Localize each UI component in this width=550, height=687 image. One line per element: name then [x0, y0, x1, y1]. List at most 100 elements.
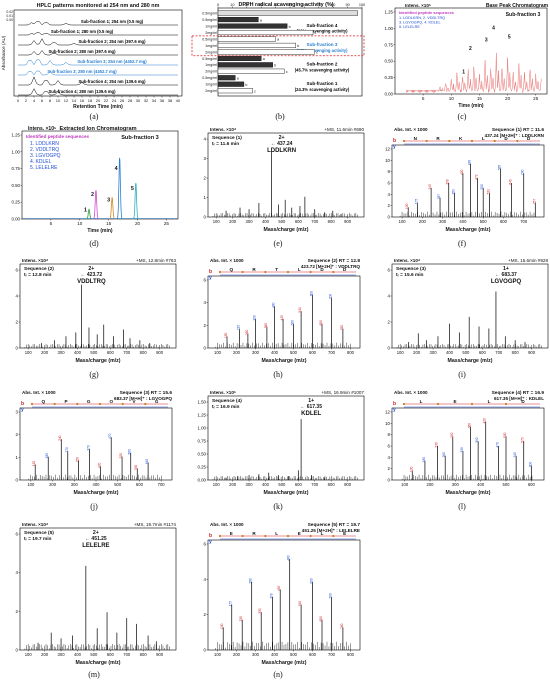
fragment-mz-label: 330: [446, 179, 450, 185]
scan-label: +MS, 16.9min #1007: [321, 390, 364, 395]
fragment-mz-label: 700: [329, 294, 333, 300]
dpph-bar: [217, 75, 236, 81]
fragment-mz-label: 540: [298, 601, 302, 607]
x-tick-label: 700: [158, 482, 166, 487]
y-tick-label: 0.01: [6, 14, 13, 18]
peptide-label: LELELRE: [82, 543, 109, 549]
y-tick-label: 0: [204, 215, 207, 220]
trace-label: Sub-fraction 4; 280 nm (139.6 mg): [48, 89, 116, 94]
x-tick-label: 700: [328, 652, 336, 657]
fragment-mz-label: 757: [532, 199, 536, 205]
x-tick-label: 500: [462, 350, 470, 355]
precursor-mz: ← 437.24: [271, 141, 293, 147]
fragment-mz-label: 270: [65, 447, 69, 453]
cleavage-marker: [470, 139, 474, 143]
hplc-trace: [18, 88, 178, 96]
dpph-bar: [217, 23, 288, 29]
intensity-label: Intens. ×10⁴: [394, 258, 421, 263]
x-tick-label: 14: [72, 98, 77, 103]
y-ion-marker: y: [393, 407, 396, 413]
bar-significance: a: [277, 38, 279, 42]
y-tick-label: 4: [388, 294, 391, 299]
eic-peak: [108, 197, 116, 220]
x-tick-label: 600: [107, 350, 115, 355]
scan-label: +MS, 19.7min #1174: [134, 522, 177, 527]
x-tick-label: 100: [214, 652, 222, 657]
x-tick-label: 100: [399, 219, 407, 224]
dpph-bar: [217, 88, 253, 94]
x-tick-label: 100: [397, 350, 405, 355]
dpph-bar: [217, 62, 273, 68]
fragment-mz-label: 500: [480, 184, 484, 190]
bar-significance: c: [286, 70, 288, 74]
residue-letter: L: [298, 267, 301, 272]
x-tick-label: 800: [512, 350, 520, 355]
intensity-label: Abs. Int. × 1000: [394, 127, 428, 132]
cleavage-marker: [402, 139, 406, 143]
x-tick-label: 400: [262, 482, 270, 487]
x-tick-label: 26: [120, 98, 125, 103]
fragment-mz-label: 230: [239, 616, 243, 622]
peak-label: 2: [91, 192, 94, 198]
caption-a: (a): [89, 112, 99, 121]
y-tick-label: 0.00: [384, 92, 393, 97]
y-tick-label: 8: [388, 432, 391, 437]
x-tick-label: 0: [17, 98, 20, 103]
panel-e: Intens. ×10⁴ +MS, 11.6min #690 Sequence (1…: [188, 123, 368, 235]
y-tick-label: 2: [204, 323, 207, 328]
caption-d: (d): [89, 239, 99, 248]
charge-label: 2+: [88, 266, 94, 272]
residue-letter: N: [414, 136, 418, 141]
fragment-mz-label: 470: [108, 433, 112, 439]
x-tick-label: 900: [156, 652, 164, 657]
x-tick-label: 300: [58, 652, 66, 657]
residue-letter: L: [482, 136, 485, 141]
panel-g: Intens. ×10⁴ +MS, 12.8min #763 Sequence (2…: [0, 254, 183, 366]
x-tick-label: 900: [344, 482, 352, 487]
sequence-label: Sequence (4): [212, 398, 242, 404]
residue-letter: E: [230, 531, 233, 536]
x-tick-label: 100: [27, 482, 35, 487]
precursor-mz: ← 423.72: [81, 272, 103, 278]
x-tick-label: 80: [331, 3, 335, 7]
x-axis-label: Mass/charge (m/z): [446, 490, 491, 496]
x-tick-label: 600: [309, 652, 317, 657]
cleavage-marker: [241, 534, 244, 538]
x-tick-label: 600: [295, 482, 303, 487]
y-tick-label: 0.00: [11, 217, 20, 222]
residue-letter: T: [275, 267, 278, 272]
fragment-mz-label: 700: [521, 169, 525, 175]
intensity-label: Abs. Int. × 1000: [394, 390, 428, 395]
sequence-header: Sequence (4) RT = 16.9: [492, 390, 545, 396]
x-tick-label: 200: [419, 219, 427, 224]
intensity-label: Abs. Int. × 1000: [210, 258, 244, 263]
x-tick-label: 15: [477, 96, 483, 101]
x-tick-label: 400: [446, 350, 454, 355]
ms-chart-g: Intens. ×10⁴ +MS, 12.8min #763 Sequence (2…: [16, 258, 177, 364]
dpph-bar: [217, 68, 285, 74]
fragment-mz-label: 175: [229, 601, 233, 607]
x-tick-label: 38: [168, 98, 173, 103]
x-axis-label: Mass/charge (m/z): [76, 358, 121, 364]
fragment-mz-label: 600: [310, 578, 314, 584]
fragment-mz-label: 360: [468, 423, 472, 429]
x-axis-label: Mass/charge (m/z): [74, 490, 119, 496]
bar-significance: b: [245, 83, 247, 87]
y-tick-label: 6: [388, 181, 391, 186]
sequence-header: Sequence (5) RT = 19.7: [308, 522, 361, 528]
x-tick-label: 400: [262, 219, 270, 224]
dpph-bar: [217, 10, 358, 16]
panel-d: 1.25 1.00 0.75 0.50 0.25 0.00 5 10 15 20 25 Time (m…: [0, 123, 183, 235]
fragment-mz-label: 230: [435, 442, 439, 448]
x-tick-label: 800: [140, 652, 148, 657]
bar-significance: c: [315, 31, 317, 35]
y-tick-label: 4: [388, 192, 391, 197]
x-tick-label: 300: [246, 482, 254, 487]
bpc-trace: [406, 52, 542, 94]
peak-label: 5: [131, 186, 134, 192]
residue-letter: P: [64, 399, 67, 404]
hplc-trace: [18, 32, 178, 36]
residue-letter: E: [453, 399, 456, 404]
plot-frame: [21, 130, 179, 220]
y-tick-label: 0: [204, 346, 207, 351]
